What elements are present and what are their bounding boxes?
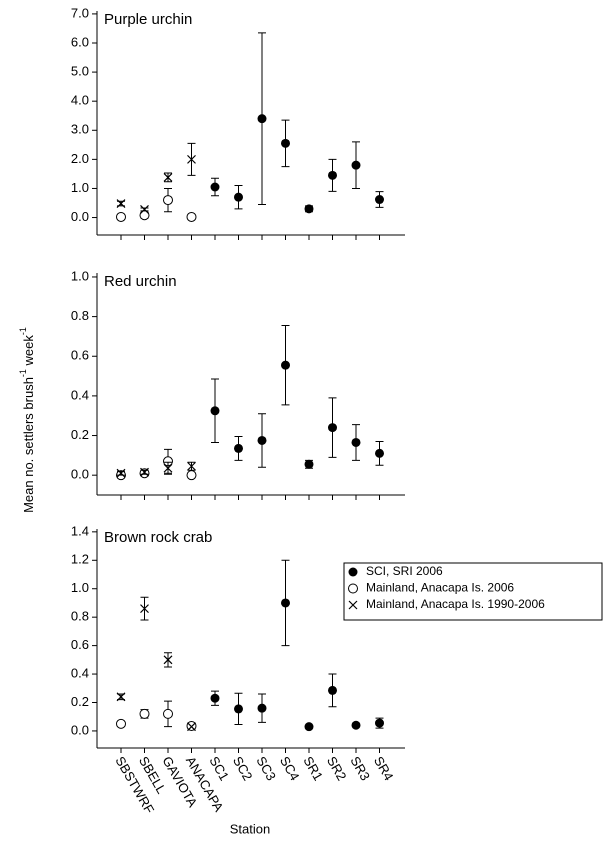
point (116, 468, 126, 478)
point (304, 459, 314, 469)
point (328, 685, 337, 695)
y-tick-label: 1.4 (71, 523, 89, 538)
y-tick-label: 7.0 (71, 5, 89, 20)
y-tick-label: 6.0 (71, 34, 89, 49)
y-label-text: Mean no. settlers brush (21, 377, 36, 513)
point (328, 423, 337, 433)
point (351, 437, 361, 447)
point (281, 138, 290, 148)
point (234, 704, 243, 714)
y-label-sup: -1 (18, 327, 28, 335)
point (116, 199, 126, 209)
y-tick-label: 0.2 (71, 694, 89, 709)
y-label-sup: -1 (18, 369, 28, 377)
y-tick-label: 4.0 (71, 93, 89, 108)
point (163, 172, 173, 182)
y-tick-label: 3.0 (71, 122, 89, 137)
point (139, 708, 150, 719)
y-tick-label: 0.0 (71, 209, 89, 224)
y-tick-label: 1.0 (71, 268, 89, 283)
point (375, 195, 384, 205)
point (348, 600, 358, 610)
point (140, 467, 149, 477)
y-tick-label: 0.6 (71, 637, 89, 652)
y-tick-label: 0.0 (71, 722, 89, 737)
point (116, 718, 126, 729)
point (163, 708, 173, 719)
legend-box (343, 562, 603, 621)
point (116, 692, 126, 702)
legend-label: SCI, SRI 2006 (366, 564, 443, 578)
point (116, 211, 126, 222)
x-tick-label: SR2 (324, 754, 350, 783)
point (234, 192, 243, 202)
x-tick-label: SC2 (230, 754, 256, 783)
point (375, 448, 384, 458)
x-tick-label: SR1 (300, 754, 326, 783)
point (234, 443, 243, 453)
point (375, 718, 384, 728)
point (210, 406, 220, 416)
point (257, 435, 267, 445)
legend-label: Mainland, Anacapa Is. 2006 (366, 581, 514, 595)
point (187, 722, 196, 732)
point (328, 170, 337, 180)
x-tick-label: SR3 (347, 754, 373, 783)
point (281, 360, 290, 370)
point (304, 204, 314, 214)
x-tick-label: SC3 (253, 754, 279, 783)
point (348, 583, 358, 594)
x-axis-label: Station (230, 821, 270, 836)
panel-title: Brown rock crab (104, 529, 212, 546)
point (187, 154, 196, 164)
point (351, 720, 361, 730)
y-tick-label: 0.4 (71, 665, 89, 680)
point (351, 160, 361, 170)
y-tick-label: 0.8 (71, 308, 89, 323)
point (281, 598, 290, 608)
y-tick-label: 0.8 (71, 609, 89, 624)
y-tick-label: 0.4 (71, 387, 89, 402)
y-tick-label: 1.2 (71, 552, 89, 567)
y-label-text: week (21, 335, 36, 369)
point (140, 204, 149, 214)
y-tick-label: 2.0 (71, 151, 89, 166)
point (163, 655, 173, 665)
point (348, 567, 358, 577)
y-axis-label: Mean no. settlers brush-1 week-1 (18, 327, 36, 513)
panel-title: Purple urchin (104, 11, 192, 28)
point (140, 604, 149, 614)
point (304, 722, 314, 732)
point (210, 182, 220, 192)
y-tick-label: 1.0 (71, 180, 89, 195)
legend-label: Mainland, Anacapa Is. 1990-2006 (366, 597, 545, 611)
y-tick-label: 0.6 (71, 348, 89, 363)
y-tick-label: 0.2 (71, 427, 89, 442)
point (257, 703, 267, 713)
y-tick-label: 0.0 (71, 467, 89, 482)
y-tick-label: 5.0 (71, 64, 89, 79)
point (163, 463, 173, 473)
panel-title: Red urchin (104, 273, 177, 290)
point (163, 195, 173, 206)
x-tick-label: SC4 (277, 754, 303, 783)
point (257, 114, 267, 124)
point (186, 470, 197, 481)
point (187, 461, 196, 471)
point (186, 211, 197, 222)
y-tick-label: 1.0 (71, 580, 89, 595)
x-tick-label: SR4 (371, 754, 397, 783)
point (210, 693, 220, 703)
